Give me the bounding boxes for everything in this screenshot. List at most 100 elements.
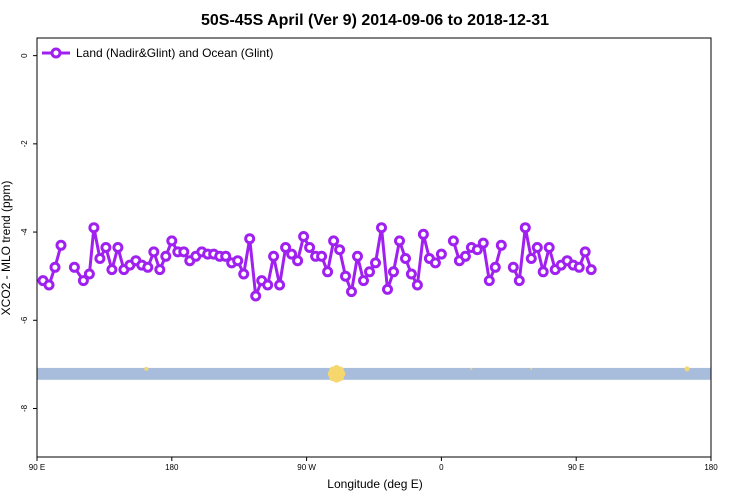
land-mark bbox=[530, 367, 533, 370]
y-axis-label: XCO2 - MLO trend (ppm) bbox=[0, 181, 13, 316]
legend-entry-label: Land (Nadir&Glint) and Ocean (Glint) bbox=[76, 46, 273, 60]
data-point bbox=[471, 244, 483, 256]
data-point bbox=[531, 242, 543, 253]
data-point bbox=[148, 246, 160, 258]
x-tick-label: 90 E bbox=[568, 463, 584, 472]
data-point bbox=[513, 275, 525, 287]
data-point bbox=[417, 228, 429, 240]
data-point bbox=[94, 253, 106, 264]
data-point bbox=[519, 222, 531, 234]
data-point bbox=[585, 264, 597, 276]
legend: Land (Nadir&Glint) and Ocean (Glint) bbox=[42, 46, 273, 60]
land-mark-dot bbox=[530, 367, 533, 370]
land-mark-dot bbox=[470, 367, 473, 370]
data-point bbox=[429, 257, 441, 269]
y-tick-label: -8 bbox=[20, 404, 29, 412]
data-point bbox=[400, 253, 411, 264]
data-point bbox=[537, 266, 549, 278]
x-tick-label: 0 bbox=[439, 463, 444, 472]
x-tick-label: 180 bbox=[704, 463, 718, 472]
data-point bbox=[489, 261, 501, 273]
data-point bbox=[292, 255, 304, 267]
data-point bbox=[262, 279, 274, 291]
land-mark bbox=[684, 366, 690, 372]
data-point bbox=[525, 253, 537, 264]
data-point bbox=[154, 264, 166, 276]
land-band-layer bbox=[37, 365, 711, 383]
y-tick-label: -2 bbox=[20, 140, 29, 148]
data-point bbox=[352, 250, 363, 262]
data-point bbox=[477, 237, 489, 249]
land-mark bbox=[144, 366, 149, 371]
data-point bbox=[268, 250, 280, 262]
x-axis-label: Longitude (deg E) bbox=[327, 477, 422, 491]
data-point bbox=[411, 279, 423, 291]
plot-area bbox=[37, 222, 711, 383]
data-point bbox=[364, 266, 375, 278]
land-mark bbox=[470, 367, 473, 370]
data-point bbox=[142, 261, 154, 273]
data-point bbox=[495, 239, 507, 251]
data-point bbox=[543, 242, 555, 253]
data-point bbox=[316, 250, 328, 262]
land-band bbox=[37, 367, 711, 380]
y-tick-label: -6 bbox=[20, 316, 29, 324]
data-point bbox=[238, 268, 250, 280]
data-point bbox=[376, 222, 387, 234]
data-point bbox=[43, 279, 55, 291]
data-point bbox=[370, 257, 381, 269]
data-point bbox=[77, 275, 89, 287]
data-point bbox=[394, 235, 405, 247]
data-point bbox=[328, 235, 340, 247]
land-mark bbox=[327, 365, 346, 383]
land-mark-core bbox=[331, 368, 343, 380]
data-point bbox=[106, 264, 118, 276]
data-point bbox=[405, 268, 417, 280]
data-point bbox=[483, 275, 495, 287]
y-tick-label: 0 bbox=[20, 53, 29, 58]
data-point bbox=[178, 246, 190, 258]
data-point bbox=[88, 222, 100, 234]
data-point bbox=[435, 248, 447, 260]
land-mark-dot bbox=[144, 366, 149, 371]
y-tick-label: -4 bbox=[20, 228, 29, 236]
data-point bbox=[388, 266, 399, 278]
data-point bbox=[55, 239, 67, 251]
series-point-layer bbox=[37, 222, 597, 302]
data-point bbox=[250, 290, 262, 302]
data-point bbox=[358, 275, 369, 287]
data-point bbox=[220, 250, 232, 262]
data-point bbox=[334, 244, 346, 256]
data-point bbox=[244, 233, 256, 245]
data-point bbox=[160, 250, 172, 262]
data-point bbox=[579, 246, 591, 258]
data-point bbox=[507, 261, 519, 273]
y-axis: 0 -2 -4 -6 -8 bbox=[20, 53, 37, 412]
data-point bbox=[232, 255, 244, 267]
x-tick-label: 90 W bbox=[297, 463, 316, 472]
legend-point-swatch bbox=[50, 47, 62, 59]
data-point bbox=[340, 270, 351, 282]
data-point bbox=[573, 261, 585, 273]
data-point bbox=[459, 250, 471, 262]
data-point bbox=[274, 279, 286, 291]
data-point bbox=[68, 261, 80, 273]
data-point bbox=[280, 242, 292, 253]
chart-title: 50S-45S April (Ver 9) 2014-09-06 to 2018… bbox=[201, 12, 549, 29]
data-point bbox=[447, 235, 459, 247]
data-point bbox=[322, 266, 334, 278]
data-point bbox=[304, 242, 316, 253]
plot-frame bbox=[36, 37, 712, 458]
x-tick-label: 90 E bbox=[29, 463, 45, 472]
land-mark-dot bbox=[684, 366, 690, 372]
data-point bbox=[166, 235, 178, 247]
data-point bbox=[112, 242, 124, 253]
x-tick-label: 180 bbox=[165, 463, 179, 472]
data-point bbox=[49, 261, 61, 273]
data-point bbox=[346, 286, 357, 298]
x-axis: 90 E 180 90 W 0 90 E 180 bbox=[29, 457, 718, 472]
data-point bbox=[382, 283, 393, 295]
data-point bbox=[100, 242, 112, 253]
